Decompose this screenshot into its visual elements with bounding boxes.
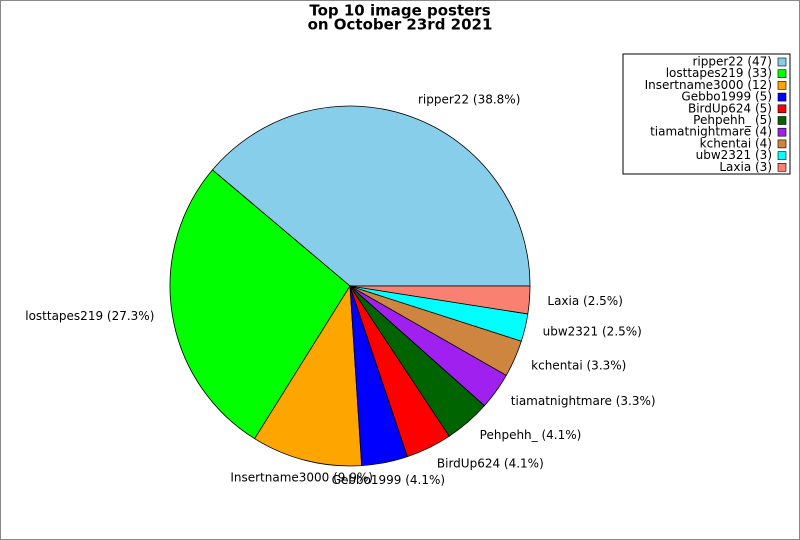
slice-label: Laxia (2.5%) bbox=[547, 294, 623, 308]
pie-slice bbox=[169, 169, 351, 440]
legend-label: tiamatnightmare (4) bbox=[650, 125, 772, 139]
legend-swatch bbox=[777, 69, 787, 78]
legend-label: kchentai (4) bbox=[700, 136, 772, 150]
legend-label: ubw2321 (3) bbox=[696, 148, 772, 162]
pie-slice bbox=[254, 284, 363, 467]
slice-label: ubw2321 (2.5%) bbox=[543, 324, 642, 338]
pie-slice bbox=[211, 105, 531, 287]
slice-label: Gebbo1999 (4.1%) bbox=[332, 473, 445, 487]
legend-swatch bbox=[777, 116, 787, 125]
legend-label: Laxia (3) bbox=[719, 160, 772, 174]
legend-swatch bbox=[777, 92, 787, 102]
legend-label: ripper22 (47) bbox=[692, 55, 772, 69]
slice-label: BirdUp624 (4.1%) bbox=[437, 456, 544, 470]
legend-label: BirdUp624 (5) bbox=[688, 101, 772, 115]
slice-label: Insertname3000 (9.9%) bbox=[230, 471, 373, 485]
legend-swatch bbox=[777, 104, 787, 114]
legend-label: Pehpehh_ (5) bbox=[693, 113, 772, 127]
legend-box bbox=[622, 53, 791, 175]
slice-label: Pehpehh_ (4.1%) bbox=[480, 428, 582, 442]
legend-swatch bbox=[777, 57, 787, 67]
legend-swatch bbox=[777, 127, 787, 137]
legend-label: Gebbo1999 (5) bbox=[681, 90, 772, 104]
slice-label: kchentai (3.3%) bbox=[531, 358, 626, 372]
pie-slice bbox=[349, 285, 531, 315]
legend-swatch bbox=[777, 81, 787, 90]
chart-subtitle: on October 23rd 2021 bbox=[308, 16, 493, 34]
legend-label: Insertname3000 (12) bbox=[645, 78, 772, 92]
legend: ripper22 (47)losttapes219 (33)Insertname… bbox=[622, 53, 791, 175]
legend-label: losttapes219 (33) bbox=[666, 66, 772, 80]
legend-swatch bbox=[777, 139, 787, 149]
chart-title: Top 10 image posters bbox=[309, 2, 490, 20]
legend-swatch bbox=[777, 163, 787, 172]
pie: ripper22 (38.8%) losttapes219 (27.3%) Inse… bbox=[25, 93, 655, 487]
slice-label: ripper22 (38.8%) bbox=[418, 93, 520, 107]
slice-label: tiamatnightmare (3.3%) bbox=[511, 394, 656, 408]
legend-swatch bbox=[777, 151, 787, 160]
slice-label: losttapes219 (27.3%) bbox=[25, 309, 154, 323]
